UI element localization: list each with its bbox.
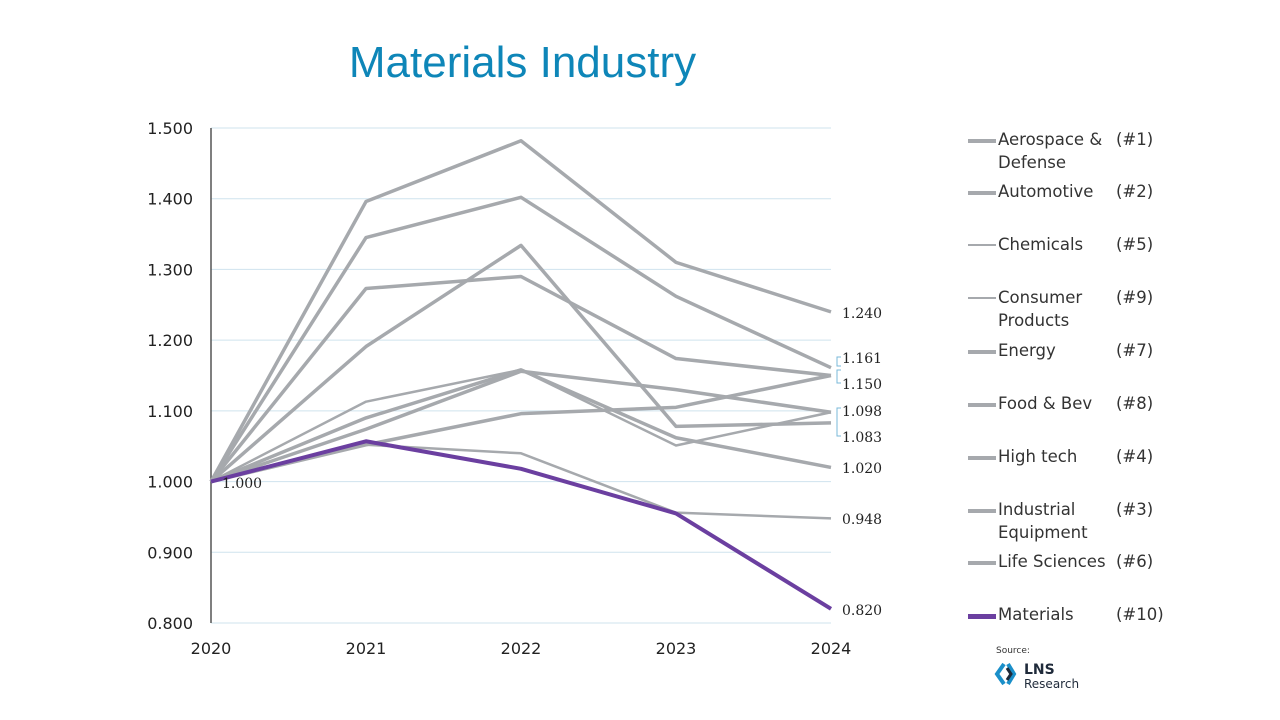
- series-line-automotive: [209, 195, 832, 483]
- legend-swatch: [968, 614, 996, 619]
- legend-swatch: [968, 509, 996, 513]
- legend-rank: (#6): [1116, 552, 1154, 571]
- chart-title: Materials Industry: [348, 38, 697, 87]
- x-tick-label: 2020: [191, 639, 232, 658]
- x-tick-label: 2021: [346, 639, 387, 658]
- y-tick-label: 1.300: [147, 260, 193, 279]
- lns-research-logo: LNS Research: [994, 662, 1079, 691]
- series-line-life-sciences: [210, 373, 832, 484]
- legend-label: Chemicals: [998, 235, 1084, 254]
- leader-line: [836, 356, 841, 367]
- y-tick-label: 1.200: [147, 331, 193, 350]
- legend-swatch: [968, 191, 996, 195]
- y-tick-label: 1.500: [147, 119, 193, 138]
- legend-swatch: [968, 403, 996, 407]
- end-data-label: 1.020: [842, 461, 882, 477]
- legend-rank: (#9): [1116, 288, 1154, 307]
- legend-rank: (#5): [1116, 235, 1154, 254]
- source-label: Source:: [996, 646, 1030, 656]
- end-data-label: 0.820: [842, 603, 882, 619]
- x-tick-label: 2023: [656, 639, 697, 658]
- series-line-high-tech: [209, 274, 832, 483]
- legend-label: Automotive: [998, 182, 1094, 201]
- legend-swatch: [968, 561, 996, 565]
- y-tick-label: 1.100: [147, 402, 193, 421]
- legend-rank: (#1): [1116, 130, 1154, 149]
- legend-swatch: [968, 350, 996, 354]
- leader-line: [836, 407, 841, 437]
- y-tick-label: 1.000: [147, 473, 193, 492]
- legend-swatch: [968, 456, 996, 460]
- legend-swatch: [968, 244, 996, 246]
- legend-label: Industrial Equipment: [998, 500, 1088, 542]
- legend-label: Aerospace & Defense: [998, 130, 1103, 172]
- x-tick-label: 2022: [501, 639, 542, 658]
- legend-label: Materials: [998, 605, 1074, 624]
- end-data-label: 1.083: [842, 430, 882, 446]
- end-data-label: 1.161: [842, 351, 882, 367]
- series-line-aerospace-defense: [209, 138, 832, 483]
- legend-rank: (#2): [1116, 182, 1154, 201]
- legend-rank: (#4): [1116, 447, 1154, 466]
- legend-rank: (#7): [1116, 341, 1154, 360]
- legend-rank: (#3): [1116, 500, 1154, 519]
- svg-text:LNS: LNS: [1024, 662, 1055, 678]
- start-data-label: 1.000: [222, 476, 262, 492]
- legend-label: Energy: [998, 341, 1056, 360]
- end-data-label: 1.150: [842, 377, 882, 393]
- leader-line: [836, 369, 841, 384]
- legend-label: Food & Bev: [998, 394, 1093, 413]
- end-data-label: 0.948: [842, 512, 882, 528]
- legend-swatch: [968, 297, 996, 299]
- series-line-materials: [210, 439, 833, 611]
- legend-swatch: [968, 139, 996, 143]
- legend-rank: (#10): [1116, 605, 1164, 624]
- y-tick-label: 0.800: [147, 614, 193, 633]
- end-data-label: 1.098: [842, 404, 882, 420]
- legend-label: High tech: [998, 447, 1078, 466]
- y-tick-label: 0.900: [147, 543, 193, 562]
- series-line-energy: [209, 243, 832, 483]
- legend-label: Life Sciences: [998, 552, 1106, 571]
- x-tick-label: 2024: [811, 639, 852, 658]
- legend-rank: (#8): [1116, 394, 1154, 413]
- y-tick-label: 1.400: [147, 190, 193, 209]
- legend-label: Consumer Products: [998, 288, 1083, 330]
- svg-text:Research: Research: [1024, 677, 1079, 691]
- end-data-label: 1.240: [842, 306, 882, 322]
